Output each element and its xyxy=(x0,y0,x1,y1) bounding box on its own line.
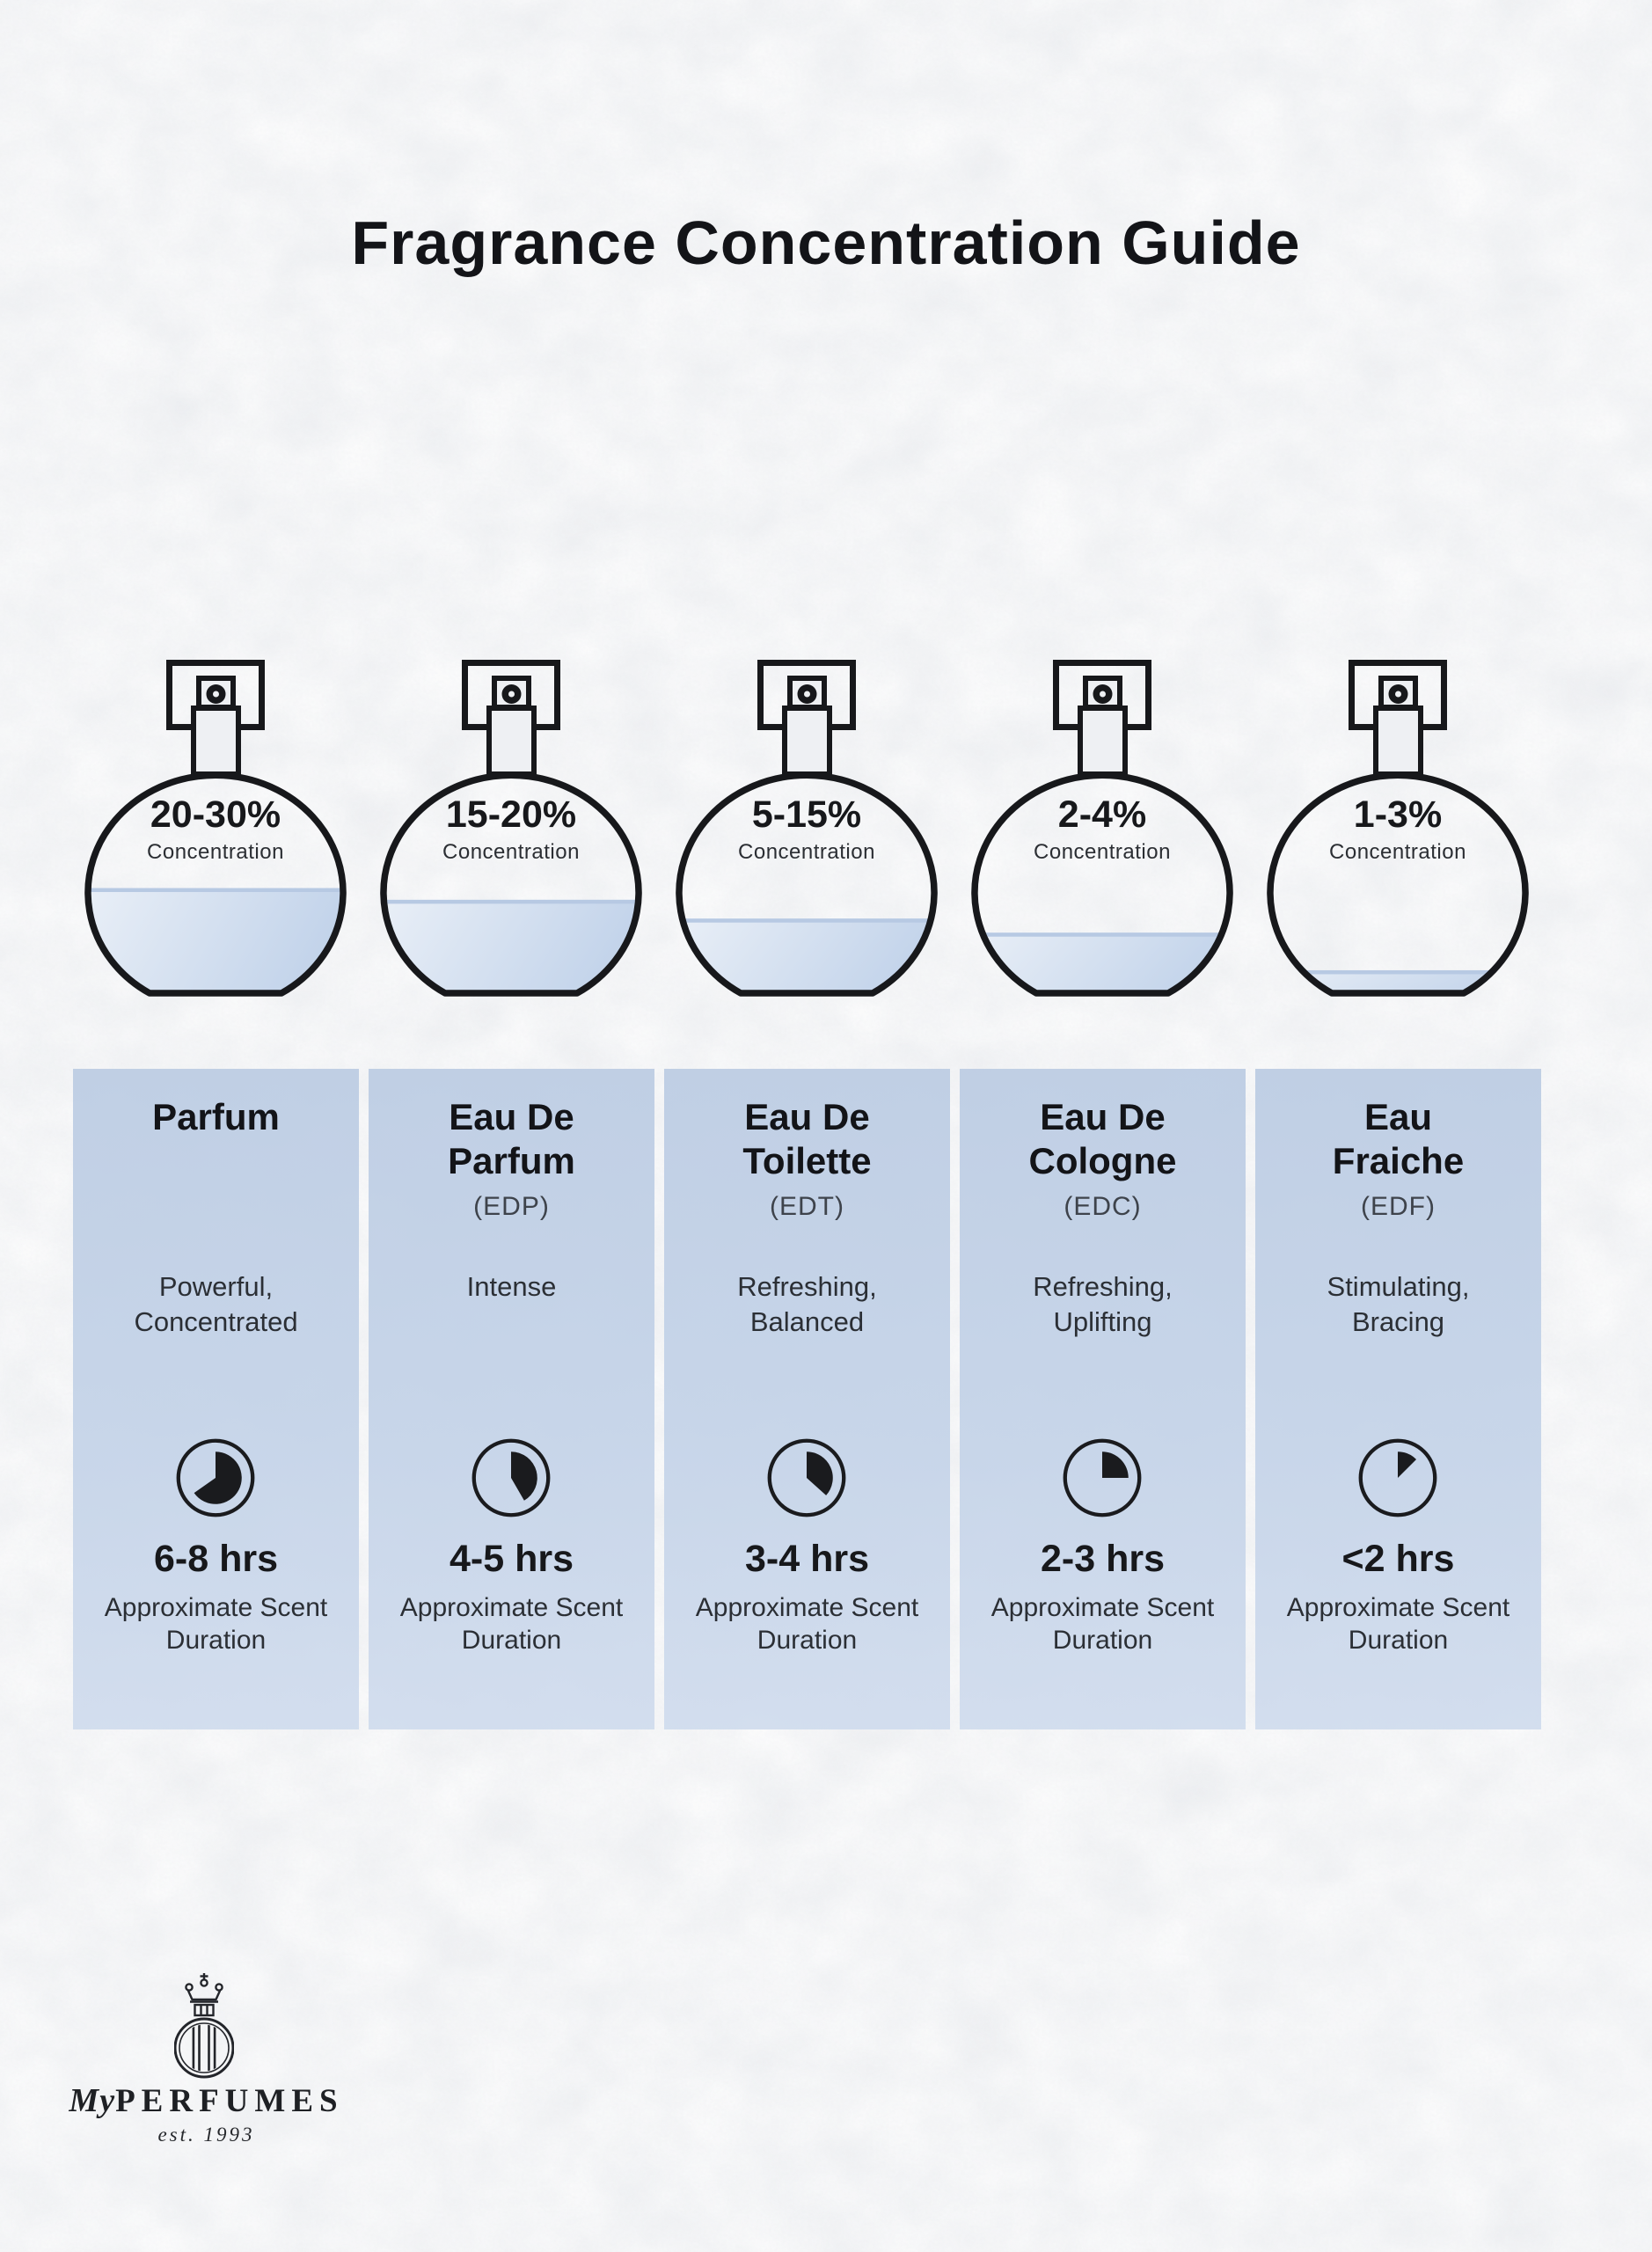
column-eau-de-toilette: Eau De Toilette (EDT) Refreshing, Balanc… xyxy=(664,1069,950,1729)
brand-emblem-icon xyxy=(174,1973,234,2079)
scent-duration: <2 hrs xyxy=(1341,1538,1455,1580)
column-abbr: (EDP) xyxy=(473,1192,550,1221)
column-description: Stimulating, Bracing xyxy=(1327,1271,1470,1337)
concentration-label: Concentration xyxy=(1329,840,1466,864)
column-title: Eau De Cologne xyxy=(1028,1096,1177,1181)
bottle-text: 2-4% Concentration xyxy=(961,794,1243,866)
column-eau-de-cologne: Eau De Cologne (EDC) Refreshing, Uplifti… xyxy=(960,1069,1246,1729)
column-parfum: Parfum Powerful, Concentrated 6-8 hrs Ap… xyxy=(73,1069,359,1729)
column-abbr: (EDF) xyxy=(1361,1192,1436,1221)
clock-icon xyxy=(1063,1438,1142,1517)
concentration-percent: 2-4% xyxy=(1057,793,1147,836)
column-eau-fraiche: Eau Fraiche (EDF) Stimulating, Bracing <… xyxy=(1255,1069,1541,1729)
concentration-percent: 15-20% xyxy=(445,793,577,836)
bottle-5: 1-3% Concentration xyxy=(1257,647,1539,1007)
concentration-percent: 5-15% xyxy=(751,793,862,836)
perfume-bottle-icon xyxy=(380,660,642,997)
brand-name: PERFUMES xyxy=(115,2083,344,2119)
crown-icon xyxy=(185,1973,223,2017)
bottle-outline xyxy=(380,771,642,997)
column-description: Refreshing, Uplifting xyxy=(1033,1271,1173,1337)
clock-icon xyxy=(1358,1438,1437,1517)
scent-duration: 6-8 hrs xyxy=(153,1538,278,1580)
perfume-bottle-icon xyxy=(1267,660,1529,997)
perfume-bottle-icon xyxy=(676,660,938,997)
liquid-fill xyxy=(88,888,344,993)
scent-duration: 4-5 hrs xyxy=(449,1538,574,1580)
column-title: Parfum xyxy=(152,1096,280,1137)
liquid-fill xyxy=(384,899,640,993)
bottle-outline xyxy=(1267,771,1529,997)
column-abbr: (EDC) xyxy=(1064,1192,1142,1221)
scent-duration: 3-4 hrs xyxy=(744,1538,869,1580)
scent-duration-label: Approximate Scent Duration xyxy=(104,1593,328,1655)
emblem-bars xyxy=(192,2024,216,2072)
perfume-bottle-icon xyxy=(84,660,347,997)
concentration-label: Concentration xyxy=(147,840,284,864)
column-description: Powerful, Concentrated xyxy=(134,1271,298,1337)
perfume-bottle-icon xyxy=(971,660,1233,997)
column-title: Eau De Parfum xyxy=(448,1096,575,1181)
scent-duration: 2-3 hrs xyxy=(1040,1538,1165,1580)
brand-established: est. 1993 xyxy=(157,2124,255,2146)
column-description: Intense xyxy=(466,1271,557,1302)
bottle-2: 15-20% Concentration xyxy=(370,647,652,1007)
scent-duration-label: Approximate Scent Duration xyxy=(990,1593,1215,1655)
bottle-text: 20-30% Concentration xyxy=(75,794,356,866)
concentration-label: Concentration xyxy=(1034,840,1171,864)
column-title: Eau Fraiche xyxy=(1332,1096,1465,1181)
scent-duration-label: Approximate Scent Duration xyxy=(695,1593,919,1655)
clock-icon xyxy=(767,1438,846,1517)
concentration-label: Concentration xyxy=(442,840,580,864)
concentration-percent: 1-3% xyxy=(1353,793,1443,836)
bottle-outline xyxy=(676,771,938,997)
column-title: Eau De Toilette xyxy=(742,1096,872,1181)
bottle-text: 15-20% Concentration xyxy=(370,794,652,866)
bottle-text: 5-15% Concentration xyxy=(666,794,947,866)
bottle-outline xyxy=(84,771,347,997)
column-abbr: (EDT) xyxy=(770,1192,844,1221)
column-description: Refreshing, Balanced xyxy=(737,1271,877,1337)
brand-prefix: My xyxy=(69,2082,116,2119)
concentration-label: Concentration xyxy=(738,840,875,864)
scent-duration-label: Approximate Scent Duration xyxy=(399,1593,624,1655)
clock-icon xyxy=(471,1438,551,1517)
bottle-4: 2-4% Concentration xyxy=(961,647,1243,1007)
scent-duration-label: Approximate Scent Duration xyxy=(1286,1593,1510,1655)
bottle-outline xyxy=(971,771,1233,997)
bottle-text: 1-3% Concentration xyxy=(1257,794,1539,866)
bottle-1: 20-30% Concentration xyxy=(75,647,356,1007)
column-eau-de-parfum: Eau De Parfum (EDP) Intense 4-5 hrs Appr… xyxy=(369,1069,654,1729)
concentration-percent: 20-30% xyxy=(150,793,281,836)
brand-logo: MyPERFUMES xyxy=(55,2081,358,2120)
bottle-3: 5-15% Concentration xyxy=(666,647,947,1007)
page-title: Fragrance Concentration Guide xyxy=(351,208,1301,277)
clock-icon xyxy=(176,1438,255,1517)
